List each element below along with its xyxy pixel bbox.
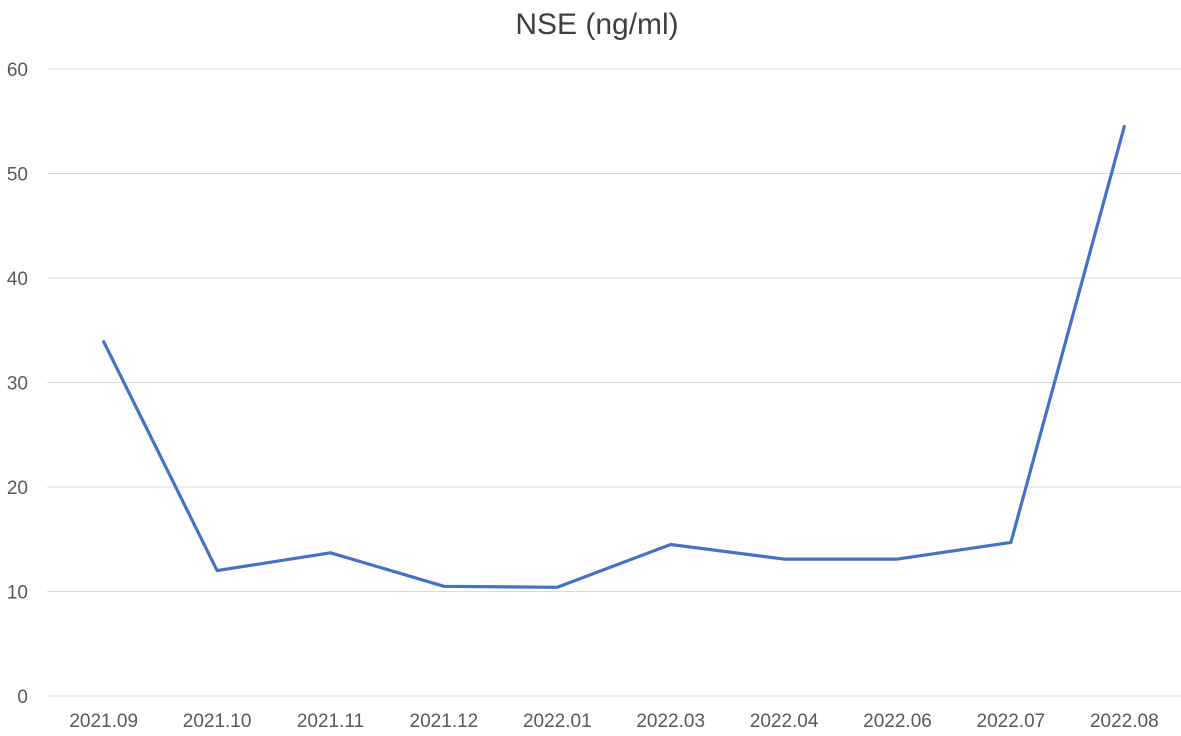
y-tick-label: 60 bbox=[7, 60, 28, 81]
y-axis-tick-labels: 0 10 20 30 40 50 60 bbox=[7, 60, 28, 708]
y-tick-label: 50 bbox=[7, 165, 28, 186]
x-tick-label: 2022.06 bbox=[863, 711, 932, 732]
series-line-0 bbox=[102, 124, 1126, 589]
x-tick-label: 2021.10 bbox=[183, 711, 252, 732]
x-tick-label: 2022.01 bbox=[523, 711, 592, 732]
y-tick-label: 10 bbox=[7, 583, 28, 604]
series-lines bbox=[102, 124, 1126, 589]
gridlines bbox=[47, 68, 1181, 697]
x-tick-label: 2022.07 bbox=[977, 711, 1046, 732]
x-axis-tick-labels: 2021.09 2021.10 2021.11 2021.12 2022.01 2022.… bbox=[69, 711, 1158, 732]
x-tick-label: 2021.11 bbox=[297, 711, 364, 732]
y-tick-label: 30 bbox=[7, 374, 28, 395]
x-tick-label: 2021.12 bbox=[410, 711, 479, 732]
x-tick-label: 2022.08 bbox=[1090, 711, 1159, 732]
y-tick-label: 0 bbox=[17, 687, 28, 708]
x-tick-label: 2021.09 bbox=[69, 711, 138, 732]
y-tick-label: 20 bbox=[7, 478, 28, 499]
y-tick-label: 40 bbox=[7, 269, 28, 290]
x-tick-label: 2022.04 bbox=[750, 711, 819, 732]
x-tick-label: 2022.03 bbox=[636, 711, 705, 732]
chart-title: NSE (ng/ml) bbox=[515, 8, 678, 41]
